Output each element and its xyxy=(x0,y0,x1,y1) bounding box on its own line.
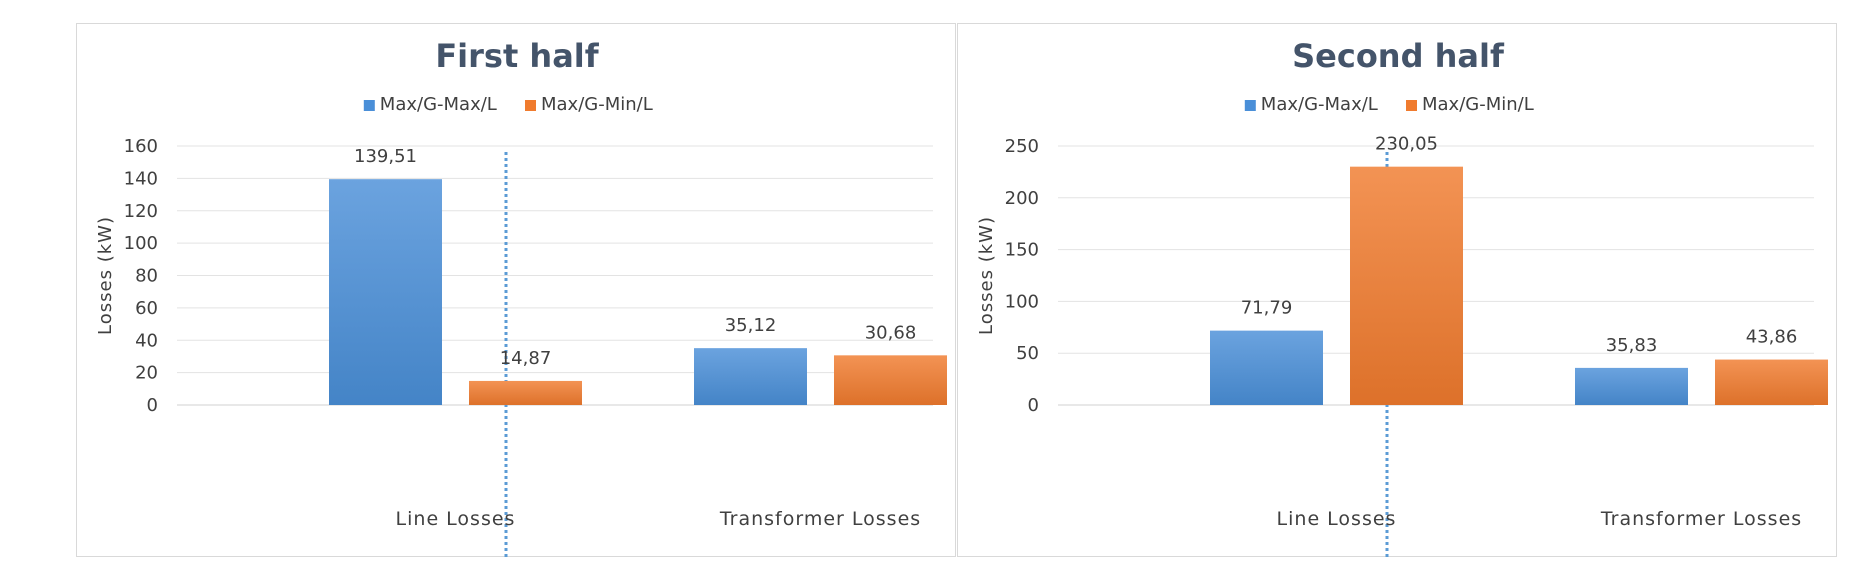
chart-first-half: First half Max/G-Max/L Max/G-Min/L 0 20 40 60 8… xyxy=(95,37,947,558)
y-tick-label-0: 0 xyxy=(1028,395,1039,416)
bar-max-g-max-l-0 xyxy=(329,179,442,405)
y-tick-label-2: 100 xyxy=(1005,291,1039,312)
bar-max-g-max-l-0 xyxy=(1210,330,1323,405)
data-label: 14,87 xyxy=(500,348,552,369)
bar-max-g-min-l-1 xyxy=(834,355,947,405)
chart-second-half: Second half Max/G-Max/L Max/G-Min/L 0 50 100 1… xyxy=(976,37,1828,558)
category-label-0: Line Losses xyxy=(1277,508,1397,530)
legend-swatch-1 xyxy=(525,100,536,111)
bar-max-g-min-l-0 xyxy=(469,380,582,405)
legend-swatch-1 xyxy=(1406,100,1417,111)
category-label-1: Transformer Losses xyxy=(1600,508,1802,530)
legend-label-0: Max/G-Max/L xyxy=(1261,94,1378,115)
y-tick-label-8: 160 xyxy=(124,136,158,157)
bar-max-g-min-l-0 xyxy=(1350,166,1463,405)
data-label: 35,83 xyxy=(1606,335,1658,356)
data-label: 230,05 xyxy=(1375,134,1438,155)
legend-label-1: Max/G-Min/L xyxy=(1422,94,1534,115)
y-tick-label-7: 140 xyxy=(124,168,158,189)
data-label: 139,51 xyxy=(354,146,417,167)
legend-label-0: Max/G-Max/L xyxy=(380,94,497,115)
category-label-1: Transformer Losses xyxy=(719,508,921,530)
data-label: 71,79 xyxy=(1241,298,1293,319)
y-tick-label-6: 120 xyxy=(124,201,158,222)
y-tick-label-4: 80 xyxy=(135,266,158,287)
data-label: 35,12 xyxy=(725,315,777,336)
bar-max-g-min-l-1 xyxy=(1715,359,1828,405)
y-tick-label-5: 100 xyxy=(124,233,158,254)
y-tick-label-1: 50 xyxy=(1016,343,1039,364)
bar-max-g-max-l-1 xyxy=(694,348,807,405)
y-tick-label-3: 60 xyxy=(135,298,158,319)
data-label: 30,68 xyxy=(865,322,917,343)
legend-swatch-0 xyxy=(363,100,375,111)
legend-swatch-0 xyxy=(1244,100,1256,111)
y-tick-label-4: 200 xyxy=(1005,188,1039,209)
data-label: 43,86 xyxy=(1746,327,1798,348)
y-axis-label: Losses (kW) xyxy=(976,216,997,335)
legend-label-1: Max/G-Min/L xyxy=(541,94,653,115)
chart-panel-second-half: Second half Max/G-Max/L Max/G-Min/L 0 50 100 1… xyxy=(957,23,1837,558)
y-tick-label-1: 20 xyxy=(135,363,158,384)
category-label-0: Line Losses xyxy=(396,508,516,530)
chart-title: First half xyxy=(435,37,599,75)
y-tick-label-3: 150 xyxy=(1005,240,1039,261)
y-tick-label-0: 0 xyxy=(147,395,158,416)
chart-title: Second half xyxy=(1292,37,1505,75)
y-axis-label: Losses (kW) xyxy=(95,216,116,335)
bar-max-g-max-l-1 xyxy=(1575,367,1688,405)
y-tick-label-5: 250 xyxy=(1005,136,1039,157)
y-tick-label-2: 40 xyxy=(135,330,158,351)
chart-panel-first-half: First half Max/G-Max/L Max/G-Min/L 0 20 40 60 8… xyxy=(76,23,956,558)
